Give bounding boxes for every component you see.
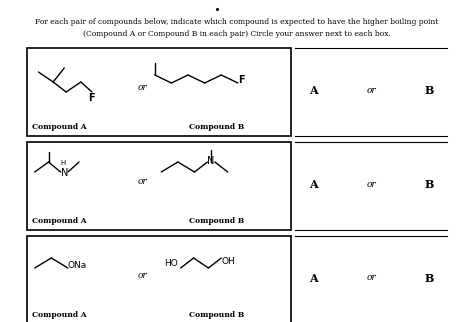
Text: ONa: ONa xyxy=(68,260,87,270)
Text: (Compound A or Compound B in each pair) Circle your answer next to each box.: (Compound A or Compound B in each pair) … xyxy=(83,30,391,38)
Text: or: or xyxy=(366,86,376,94)
Text: B: B xyxy=(424,178,434,190)
Text: or: or xyxy=(366,179,376,188)
Text: A: A xyxy=(310,178,318,190)
Text: HO: HO xyxy=(164,260,178,269)
Bar xyxy=(27,48,291,136)
Text: Compound A: Compound A xyxy=(32,123,87,131)
Text: Compound B: Compound B xyxy=(189,217,244,225)
Text: or: or xyxy=(138,82,147,91)
Text: N: N xyxy=(208,156,215,166)
Text: F: F xyxy=(88,93,95,103)
Text: Compound B: Compound B xyxy=(189,311,244,319)
Text: Compound B: Compound B xyxy=(189,123,244,131)
Text: Compound A: Compound A xyxy=(32,217,87,225)
Bar xyxy=(27,236,291,322)
Text: A: A xyxy=(310,272,318,283)
Text: For each pair of compounds below, indicate which compound is expected to have th: For each pair of compounds below, indica… xyxy=(35,18,439,26)
Text: N: N xyxy=(62,168,69,178)
Text: or: or xyxy=(366,273,376,282)
Text: B: B xyxy=(424,84,434,96)
Text: or: or xyxy=(138,176,147,185)
Text: H: H xyxy=(61,160,66,166)
Text: B: B xyxy=(424,272,434,283)
Bar xyxy=(27,142,291,230)
Text: F: F xyxy=(238,75,245,85)
Text: or: or xyxy=(138,270,147,279)
Text: Compound A: Compound A xyxy=(32,311,87,319)
Text: OH: OH xyxy=(221,257,235,266)
Text: A: A xyxy=(310,84,318,96)
